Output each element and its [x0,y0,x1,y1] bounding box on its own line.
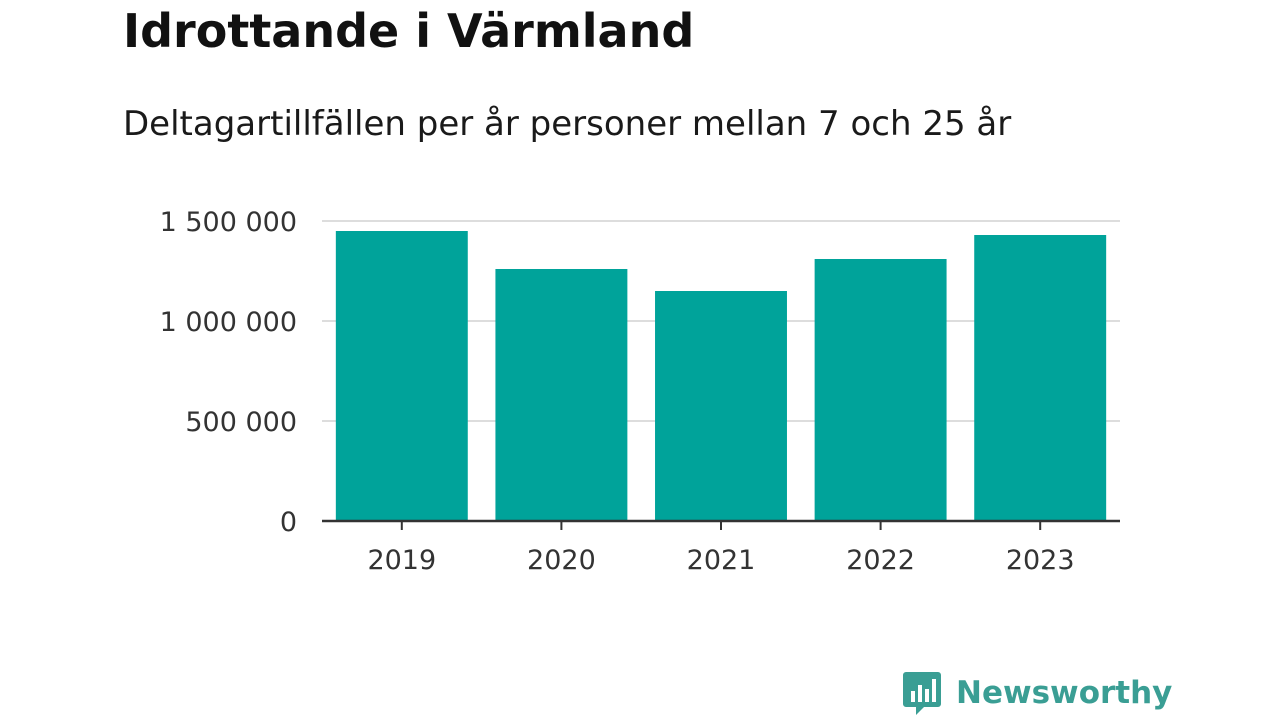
bar [335,231,468,521]
bar-chart: 0 500 000 1 000 000 1 500 000 2019 2020 2021 20… [160,207,1120,576]
bar [814,259,947,521]
y-tick-label: 500 000 [185,407,297,438]
y-tick-label: 1 500 000 [160,207,297,238]
chart-title: Idrottande i Värmland [123,4,695,58]
bar [974,235,1107,521]
chart-subtitle: Deltagartillfällen per år personer mella… [123,104,1012,144]
x-tick-label: 2022 [846,545,915,576]
bar-chart-speech-bubble-icon [903,672,941,715]
y-tick-label: 1 000 000 [160,307,297,338]
x-tick-label: 2019 [367,545,436,576]
bar [655,291,787,521]
x-tick-label: 2020 [527,545,596,576]
x-tick-label: 2023 [1006,545,1075,576]
y-tick-label: 0 [280,507,297,538]
x-tick-label: 2021 [687,545,756,576]
brand-name: Newsworthy [956,675,1173,711]
bar [495,269,628,521]
brand-logo: Newsworthy [902,670,1172,716]
